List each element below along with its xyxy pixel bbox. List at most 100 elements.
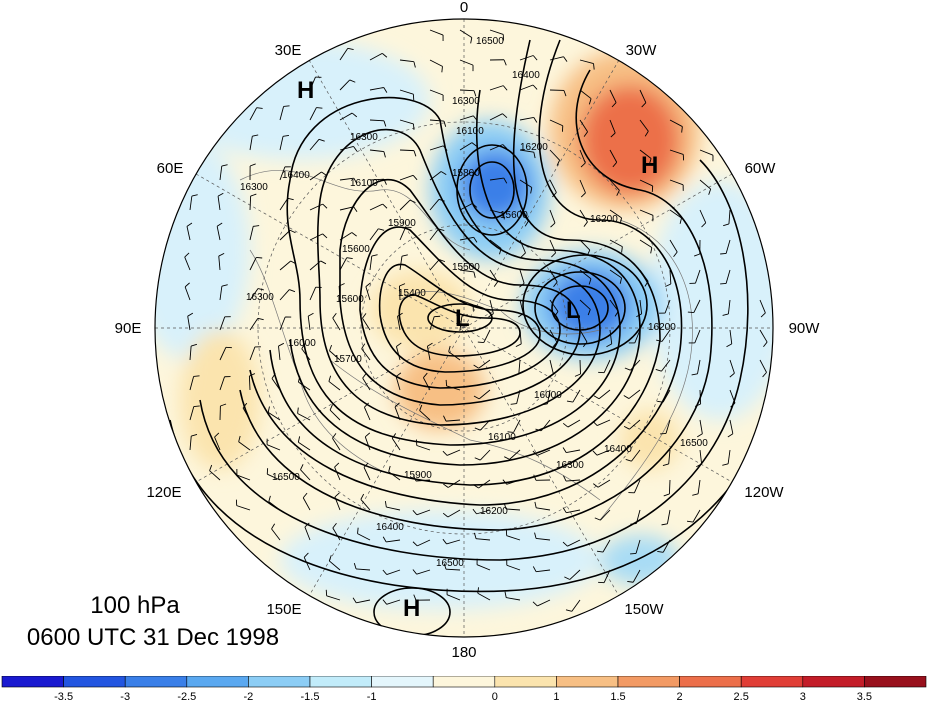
wind-barb-feather [221, 284, 228, 287]
wind-barb-feather [332, 313, 337, 319]
wind-barb [266, 444, 281, 451]
wind-barb-feather [582, 341, 588, 348]
wind-barb [609, 209, 622, 219]
wind-barb-feather [304, 522, 310, 528]
wind-barb [609, 149, 618, 163]
wind-barb [476, 564, 491, 571]
wind-barb [547, 389, 551, 404]
wind-barb [519, 299, 524, 314]
wind-barb-feather [503, 213, 505, 220]
wind-barb [338, 285, 341, 301]
wind-barb [189, 376, 195, 391]
wind-barb-feather [503, 59, 507, 66]
wind-barb-feather [552, 341, 558, 348]
wind-barb-feather [351, 232, 357, 237]
colorbar-tick-label: -2.5 [177, 691, 196, 702]
colorbar-tick-label: -3 [120, 691, 130, 702]
wind-barb-feather [662, 463, 669, 467]
lon-label-180: 180 [451, 644, 476, 661]
wind-barb-feather [524, 220, 529, 227]
wind-barb [566, 449, 581, 454]
wind-barb-feather [267, 406, 270, 413]
wind-barb-feather [238, 435, 241, 442]
wind-barb [639, 239, 653, 248]
wind-barb-feather [562, 541, 568, 547]
wind-barb [249, 288, 259, 301]
wind-barb [729, 389, 736, 404]
wind-barb-feather [673, 251, 678, 258]
wind-barb [301, 348, 311, 361]
contour-label: 16500 [476, 36, 504, 47]
wind-barb [365, 286, 371, 301]
wind-barb-feather [256, 107, 263, 109]
wind-barb [300, 469, 311, 481]
wind-barb-feather [550, 222, 556, 228]
wind-barb-feather [382, 203, 388, 209]
wind-barb [459, 203, 473, 211]
wind-barb [399, 226, 406, 241]
wind-barb [506, 564, 521, 571]
wind-barb-feather [472, 203, 478, 208]
wind-barb-feather [535, 428, 542, 432]
wind-barb [478, 479, 491, 489]
wind-barb [609, 89, 617, 103]
contour-label: 16500 [272, 472, 300, 483]
wind-barb [386, 539, 401, 543]
wind-barb-feather [691, 373, 698, 376]
wind-barb-feather [471, 142, 477, 147]
wind-barb-feather [316, 107, 323, 109]
wind-barb [249, 136, 253, 151]
colorbar-tick-label: 1 [553, 691, 559, 702]
wind-barb [307, 316, 311, 331]
wind-barb-feather [473, 237, 478, 243]
wind-barb [397, 316, 401, 331]
wind-barb [549, 329, 558, 343]
wind-barb [187, 316, 191, 331]
wind-barb-feather [630, 552, 637, 555]
wind-barb [579, 299, 591, 310]
wind-barb-feather [730, 402, 736, 408]
wind-barb [489, 144, 504, 151]
colorbar-box [802, 676, 865, 688]
wind-barb [540, 419, 551, 432]
wind-barb-feather [191, 433, 198, 437]
wind-barb-feather [763, 341, 768, 348]
wind-barb [666, 509, 671, 524]
wind-barb-feather [661, 523, 668, 526]
wind-barb [329, 409, 341, 421]
wind-barb-feather [708, 188, 712, 195]
wind-barb [567, 539, 581, 547]
wind-barb-feather [413, 150, 417, 157]
wind-barb-feather [321, 171, 327, 176]
wind-barb-feather [438, 228, 445, 232]
wind-barb-feather [289, 229, 296, 234]
high-center: H [641, 152, 658, 179]
wind-barb [429, 289, 440, 301]
wind-barb [189, 406, 195, 421]
high-center: H [403, 595, 420, 622]
wind-barb [217, 196, 221, 211]
wind-barb-feather [363, 462, 369, 468]
wind-barb [388, 471, 401, 481]
wind-barb [699, 149, 714, 156]
wind-barb [216, 226, 221, 241]
wind-barb-feather [308, 312, 314, 317]
wind-barb-feather [592, 450, 598, 456]
wind-barb [363, 406, 371, 421]
contour-label: 15800 [452, 168, 480, 179]
wind-barb [356, 599, 371, 604]
wind-barb-feather [382, 53, 388, 58]
wind-barb [727, 299, 731, 314]
wind-barb-feather [502, 479, 508, 485]
contour-label: 16000 [534, 390, 562, 401]
wind-barb-feather [221, 164, 228, 167]
wind-barb [429, 259, 440, 271]
wind-barb-feather [439, 289, 446, 292]
wind-barb-feather [587, 309, 591, 316]
wind-barb-feather [214, 432, 220, 438]
colorbar-box [432, 676, 496, 688]
wind-barb-feather [442, 512, 449, 518]
wind-barb-feather [562, 422, 569, 428]
wind-barb-feather [427, 342, 433, 347]
wind-barb-feather [532, 450, 538, 456]
